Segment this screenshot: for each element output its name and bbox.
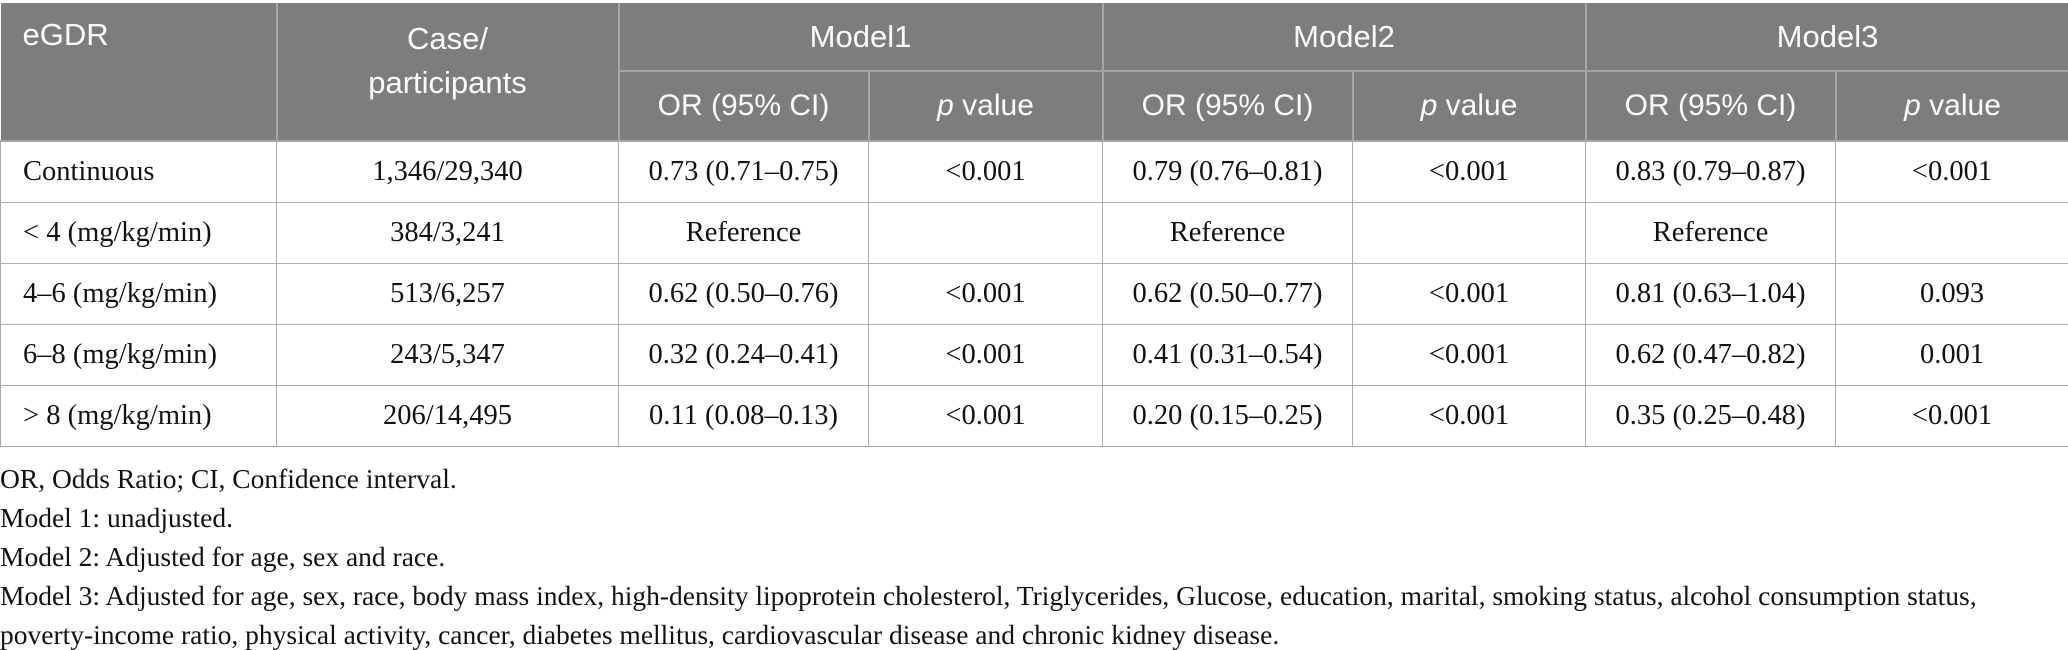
cell-model1-or: 0.62 (0.50–0.76) — [618, 263, 869, 325]
cell-model1-or: 0.11 (0.08–0.13) — [618, 385, 869, 447]
cell-model2-or: 0.20 (0.15–0.25) — [1102, 385, 1353, 447]
egdr-odds-ratio-table: eGDR Case/ participants Model1 Model2 Mo… — [0, 3, 2068, 447]
cell-model2-or: 0.62 (0.50–0.77) — [1102, 263, 1353, 325]
cell-model1-pvalue: <0.001 — [868, 324, 1103, 386]
cell-model1-or: 0.32 (0.24–0.41) — [618, 324, 869, 386]
cell-model2-pvalue: <0.001 — [1352, 140, 1586, 203]
p-rest: value — [1929, 89, 2001, 122]
p-rest: value — [962, 89, 1034, 122]
cell-case-participants: 243/5,347 — [276, 324, 619, 386]
cell-egdr: < 4 (mg/kg/min) — [0, 202, 277, 264]
cell-egdr: Continuous — [0, 140, 277, 203]
cell-egdr: 4–6 (mg/kg/min) — [0, 263, 277, 325]
cell-model1-pvalue: <0.001 — [868, 140, 1103, 203]
footnote-model3: Model 3: Adjusted for age, sex, race, bo… — [0, 580, 1977, 650]
table-row-continuous: Continuous 1,346/29,340 0.73 (0.71–0.75)… — [0, 140, 2068, 203]
cell-model3-pvalue: 0.001 — [1835, 324, 2068, 386]
cell-model1-pvalue: <0.001 — [868, 385, 1103, 447]
cell-model2-or: Reference — [1102, 202, 1353, 264]
cell-model1-pvalue: <0.001 — [868, 263, 1103, 325]
column-header-model3-or: OR (95% CI) — [1584, 70, 1837, 142]
table-footnotes: OR, Odds Ratio; CI, Confidence interval.… — [0, 459, 2062, 650]
table-body: Continuous 1,346/29,340 0.73 (0.71–0.75)… — [0, 140, 2068, 447]
table-row-gt8: > 8 (mg/kg/min) 206/14,495 0.11 (0.08–0.… — [0, 385, 2068, 447]
p-italic: p — [1420, 89, 1438, 122]
cell-egdr: > 8 (mg/kg/min) — [0, 385, 277, 447]
column-header-model2-pvalue: p value — [1351, 70, 1587, 142]
cell-model3-or: Reference — [1585, 202, 1836, 264]
table-row-4to6: 4–6 (mg/kg/min) 513/6,257 0.62 (0.50–0.7… — [0, 263, 2068, 325]
column-header-model2-or: OR (95% CI) — [1101, 70, 1354, 142]
cell-model3-pvalue: 0.093 — [1835, 263, 2068, 325]
cell-case-participants: 384/3,241 — [276, 202, 619, 264]
column-header-case-participants: Case/ participants — [275, 3, 620, 142]
cell-model3-or: 0.35 (0.25–0.48) — [1585, 385, 1836, 447]
cell-model3-pvalue: <0.001 — [1835, 140, 2068, 203]
table-row-6to8: 6–8 (mg/kg/min) 243/5,347 0.32 (0.24–0.4… — [0, 324, 2068, 386]
table-header: eGDR Case/ participants Model1 Model2 Mo… — [0, 3, 2068, 142]
column-header-egdr: eGDR — [0, 3, 278, 142]
table-row-lt4: < 4 (mg/kg/min) 384/3,241 Reference Refe… — [0, 202, 2068, 264]
column-group-model2: Model2 — [1101, 3, 1587, 72]
cell-egdr: 6–8 (mg/kg/min) — [0, 324, 277, 386]
cell-case-participants: 513/6,257 — [276, 263, 619, 325]
column-header-model3-pvalue: p value — [1834, 70, 2068, 142]
cell-model3-pvalue: <0.001 — [1835, 385, 2068, 447]
cell-model3-or: 0.83 (0.79–0.87) — [1585, 140, 1836, 203]
p-italic: p — [1904, 89, 1921, 122]
column-group-model3: Model3 — [1584, 3, 2068, 72]
cell-model2-pvalue — [1352, 202, 1586, 264]
cell-model2-or: 0.41 (0.31–0.54) — [1102, 324, 1353, 386]
cell-model3-or: 0.81 (0.63–1.04) — [1585, 263, 1836, 325]
cell-model1-pvalue — [868, 202, 1103, 264]
p-italic: p — [937, 89, 954, 122]
cell-model3-or: 0.62 (0.47–0.82) — [1585, 324, 1836, 386]
p-rest: value — [1445, 89, 1518, 122]
cell-model2-pvalue: <0.001 — [1352, 324, 1586, 386]
column-header-model1-or: OR (95% CI) — [617, 70, 870, 142]
column-group-model1: Model1 — [617, 3, 1104, 72]
cell-model2-pvalue: <0.001 — [1352, 263, 1586, 325]
footnote-model2: Model 2: Adjusted for age, sex and race. — [0, 541, 446, 572]
cell-case-participants: 206/14,495 — [276, 385, 619, 447]
cell-model3-pvalue — [1835, 202, 2068, 264]
cell-model1-or: 0.73 (0.71–0.75) — [618, 140, 869, 203]
cell-model2-pvalue: <0.001 — [1352, 385, 1586, 447]
footnote-model1: Model 1: unadjusted. — [0, 502, 233, 533]
column-header-model1-pvalue: p value — [867, 70, 1104, 142]
cell-case-participants: 1,346/29,340 — [276, 140, 619, 203]
cell-model2-or: 0.79 (0.76–0.81) — [1102, 140, 1353, 203]
footnote-abbreviations: OR, Odds Ratio; CI, Confidence interval. — [0, 463, 457, 494]
cell-model1-or: Reference — [618, 202, 869, 264]
